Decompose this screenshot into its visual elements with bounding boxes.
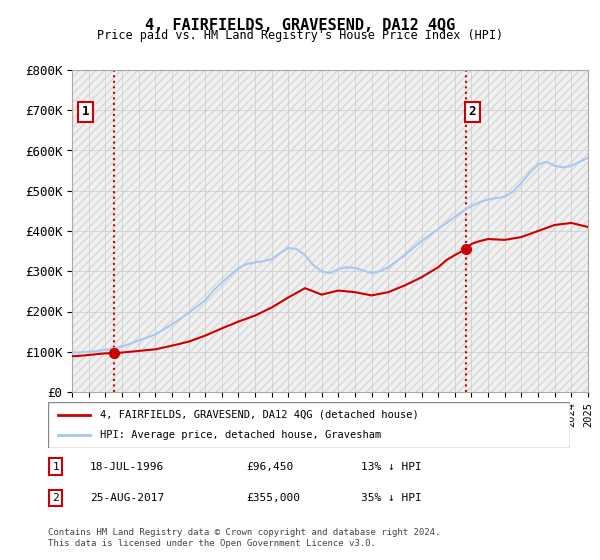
Text: 1: 1: [82, 105, 89, 118]
Text: Contains HM Land Registry data © Crown copyright and database right 2024.
This d: Contains HM Land Registry data © Crown c…: [48, 528, 440, 548]
Text: 4, FAIRFIELDS, GRAVESEND, DA12 4QG: 4, FAIRFIELDS, GRAVESEND, DA12 4QG: [145, 18, 455, 33]
Text: 2: 2: [469, 105, 476, 118]
Text: 13% ↓ HPI: 13% ↓ HPI: [361, 461, 422, 472]
Text: 4, FAIRFIELDS, GRAVESEND, DA12 4QG (detached house): 4, FAIRFIELDS, GRAVESEND, DA12 4QG (deta…: [100, 410, 419, 420]
Text: 1: 1: [52, 461, 59, 472]
Text: 25-AUG-2017: 25-AUG-2017: [90, 493, 164, 503]
Text: Price paid vs. HM Land Registry's House Price Index (HPI): Price paid vs. HM Land Registry's House …: [97, 29, 503, 42]
Text: 35% ↓ HPI: 35% ↓ HPI: [361, 493, 422, 503]
Text: 2: 2: [52, 493, 59, 503]
Text: £96,450: £96,450: [247, 461, 293, 472]
Text: HPI: Average price, detached house, Gravesham: HPI: Average price, detached house, Grav…: [100, 430, 382, 440]
FancyBboxPatch shape: [48, 402, 570, 448]
Text: £355,000: £355,000: [247, 493, 301, 503]
Text: 18-JUL-1996: 18-JUL-1996: [90, 461, 164, 472]
